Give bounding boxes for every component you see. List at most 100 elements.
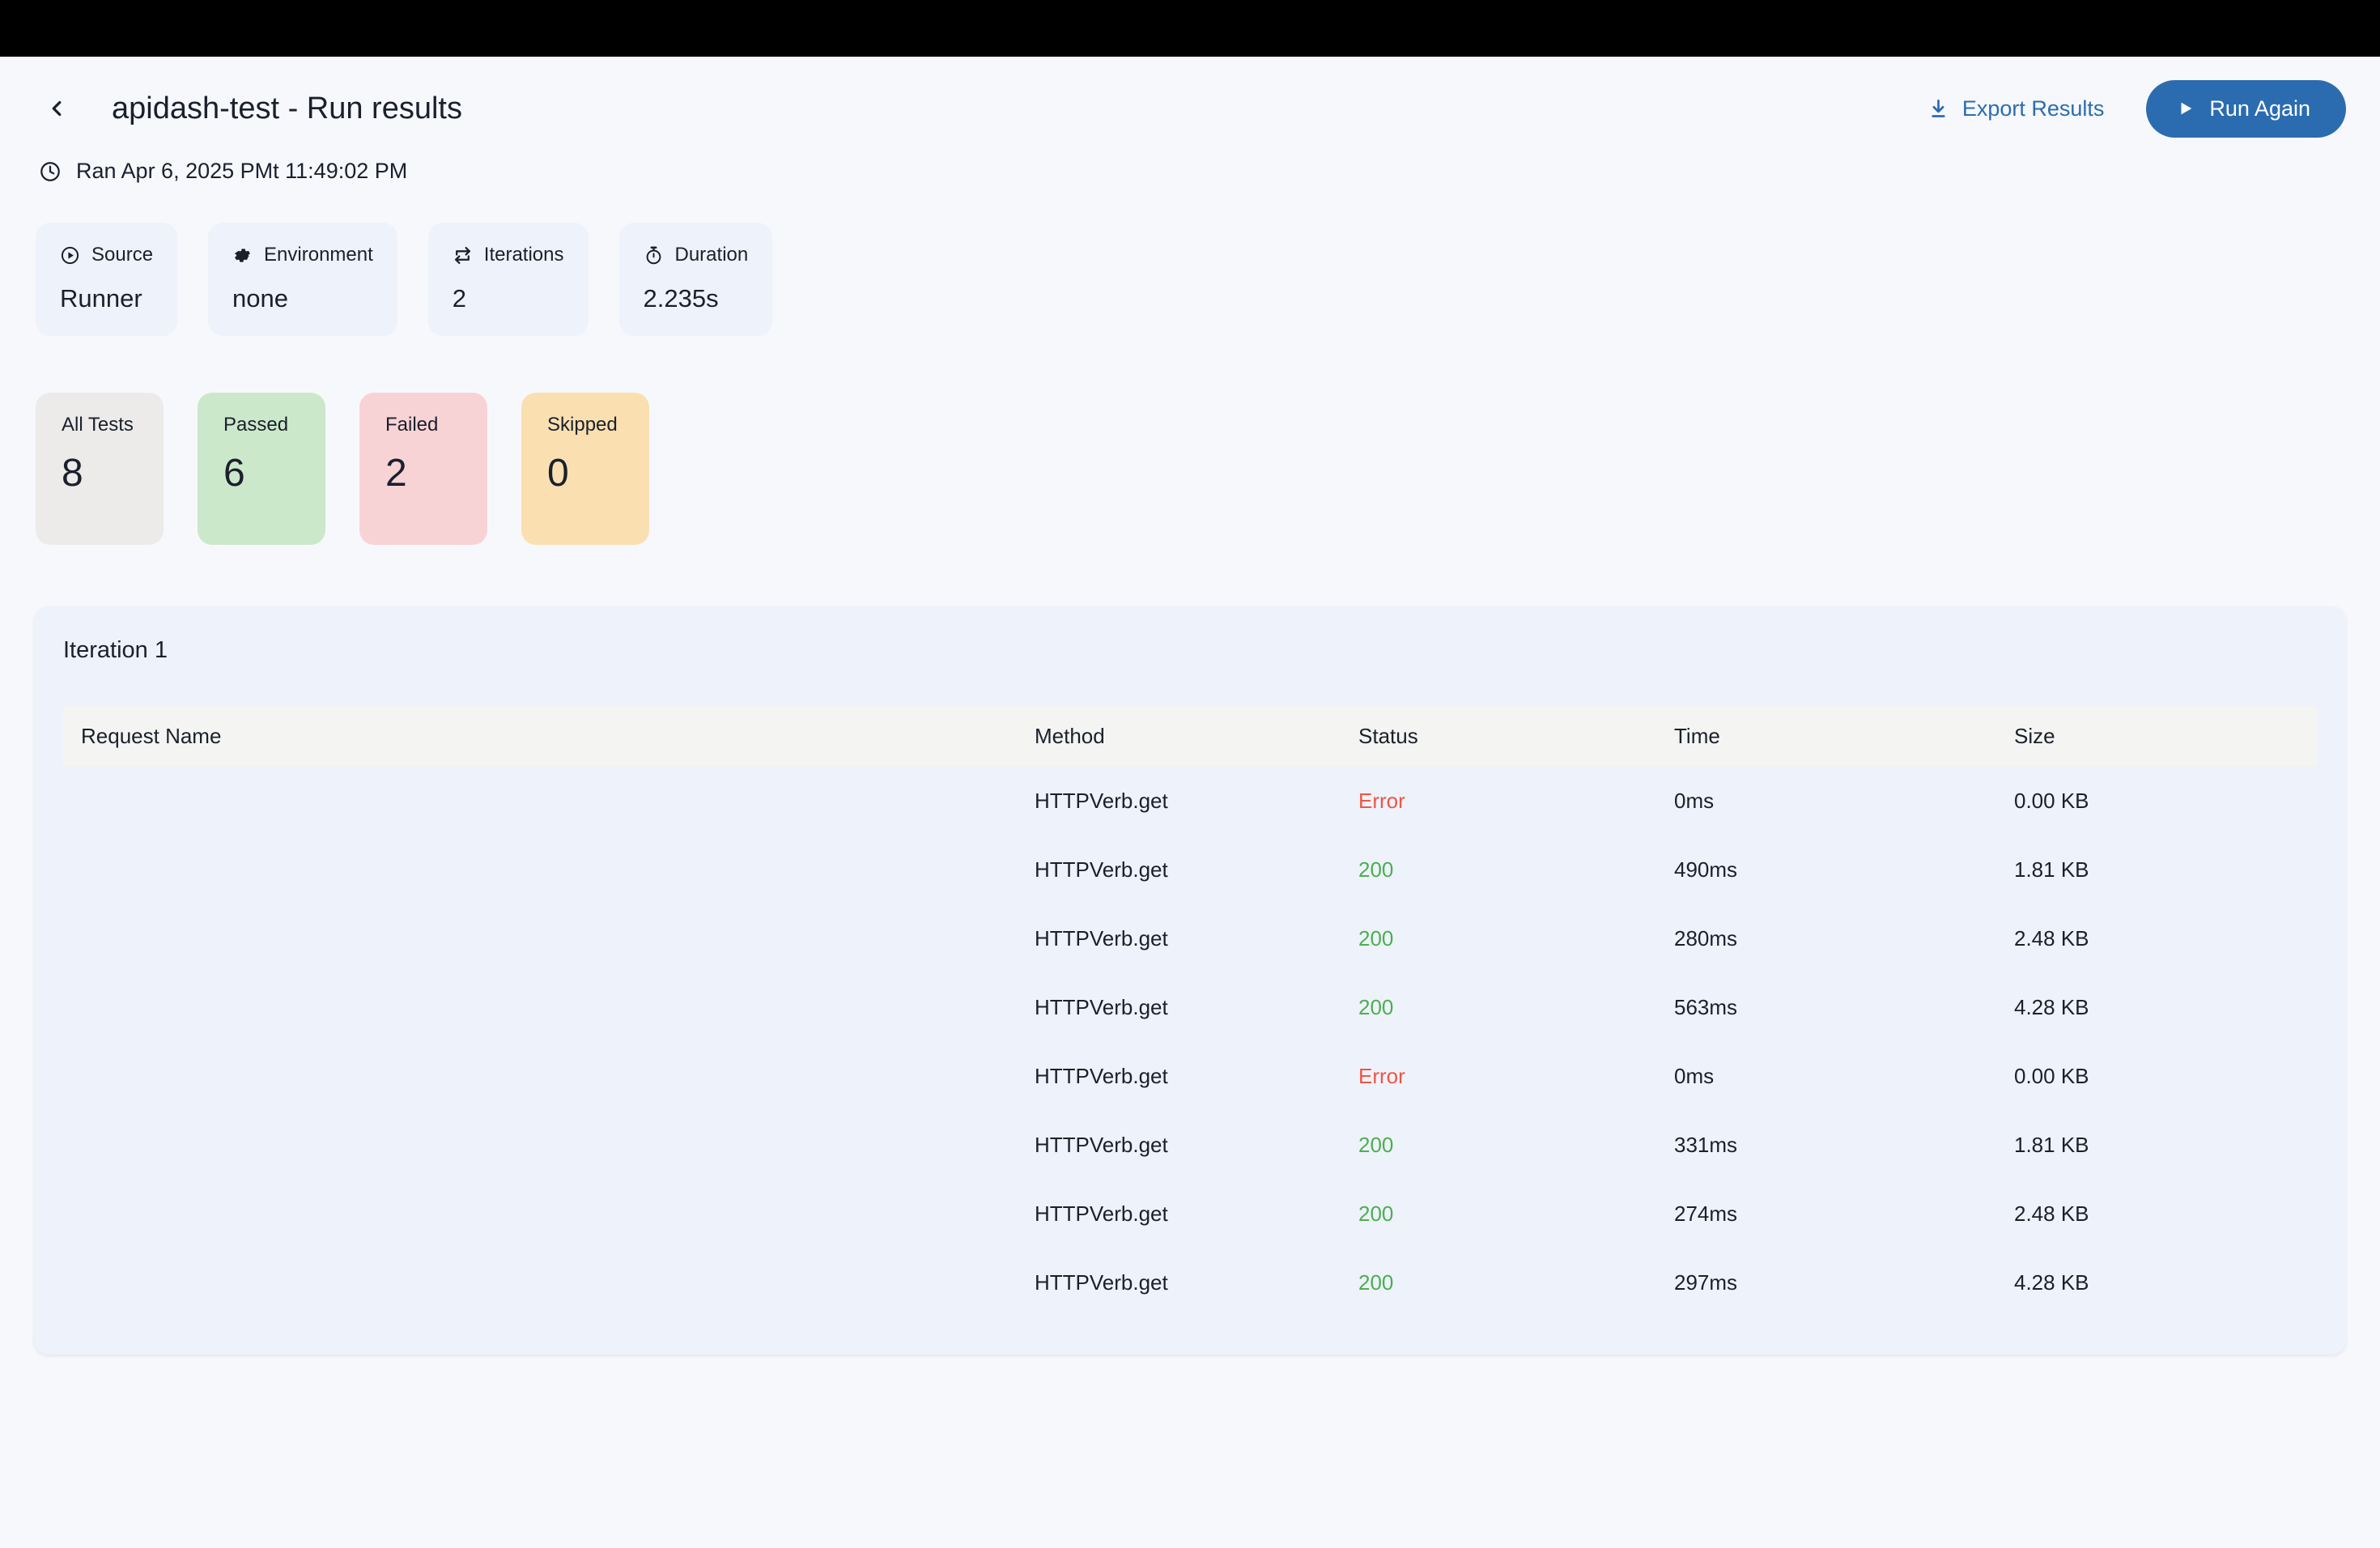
cell-method: HTTPVerb.get xyxy=(1035,995,1168,1019)
results-table-body: HTTPVerb.get Error 0ms 0.00 KB HTTPVerb.get 2… xyxy=(63,767,2317,1317)
info-card-source-head: Source xyxy=(60,244,153,266)
column-header-status: Status xyxy=(1358,706,1674,767)
cell-status: 200 xyxy=(1358,1270,1394,1295)
stat-tile-all-tests[interactable]: All Tests 8 xyxy=(36,393,164,545)
cell-size: 0.00 KB xyxy=(2014,789,2089,813)
info-card-environment-label: Environment xyxy=(264,244,373,266)
stat-tile-all-tests-label: All Tests xyxy=(62,414,134,436)
results-table: Request Name Method Status Time Size HTT… xyxy=(63,706,2317,1317)
table-row[interactable]: HTTPVerb.get 200 280ms 2.48 KB xyxy=(63,904,2317,973)
info-card-duration-label: Duration xyxy=(674,244,749,266)
table-row[interactable]: HTTPVerb.get Error 0ms 0.00 KB xyxy=(63,1042,2317,1111)
info-card-iterations: Iterations 2 xyxy=(427,223,589,336)
table-row[interactable]: HTTPVerb.get 200 490ms 1.81 KB xyxy=(63,836,2317,904)
table-row[interactable]: HTTPVerb.get 200 274ms 2.48 KB xyxy=(63,1180,2317,1248)
cell-size: 0.00 KB xyxy=(2014,1064,2089,1088)
export-results-button[interactable]: Export Results xyxy=(1927,96,2104,121)
cell-time: 0ms xyxy=(1674,1064,1715,1088)
info-card-source-value: Runner xyxy=(60,284,142,313)
back-button[interactable] xyxy=(34,86,79,131)
cell-status: Error xyxy=(1358,789,1405,813)
page-title: apidash-test - Run results xyxy=(112,91,462,125)
stat-tile-skipped-value: 0 xyxy=(547,452,569,495)
cell-size: 4.28 KB xyxy=(2014,1270,2089,1295)
stat-tile-passed-value: 6 xyxy=(223,452,245,495)
cell-status: Error xyxy=(1358,1064,1405,1088)
cell-method: HTTPVerb.get xyxy=(1035,1133,1168,1157)
gear-icon xyxy=(232,245,253,266)
stat-tile-failed-value: 2 xyxy=(385,452,407,495)
cell-method: HTTPVerb.get xyxy=(1035,1201,1168,1226)
cell-time: 297ms xyxy=(1674,1270,1738,1295)
cell-size: 4.28 KB xyxy=(2014,995,2089,1019)
stopwatch-icon xyxy=(644,245,664,266)
cell-time: 331ms xyxy=(1674,1133,1738,1157)
cell-request-name xyxy=(63,1248,1035,1317)
cell-size: 1.81 KB xyxy=(2014,857,2089,882)
cell-size: 2.48 KB xyxy=(2014,1201,2089,1226)
run-timestamp-text: Ran Apr 6, 2025 PMt 11:49:02 PM xyxy=(76,159,408,183)
download-icon xyxy=(1927,98,1949,120)
cell-status: 200 xyxy=(1358,926,1394,950)
info-card-source: Source Runner xyxy=(36,223,178,336)
cell-time: 274ms xyxy=(1674,1201,1738,1226)
title-bar xyxy=(0,0,2380,57)
stat-tile-passed[interactable]: Passed 6 xyxy=(198,393,325,545)
stat-tile-failed-label: Failed xyxy=(385,414,439,436)
run-timestamp: Ran Apr 6, 2025 PMt 11:49:02 PM xyxy=(39,159,2346,184)
run-results-page: apidash-test - Run results Export Result… xyxy=(0,57,2380,1354)
cell-status: 200 xyxy=(1358,1201,1394,1226)
column-header-method: Method xyxy=(1035,706,1358,767)
stat-tile-failed[interactable]: Failed 2 xyxy=(359,393,487,545)
cell-size: 2.48 KB xyxy=(2014,926,2089,950)
cell-size: 1.81 KB xyxy=(2014,1133,2089,1157)
cell-method: HTTPVerb.get xyxy=(1035,857,1168,882)
table-row[interactable]: HTTPVerb.get Error 0ms 0.00 KB xyxy=(63,767,2317,836)
play-circle-icon xyxy=(60,245,80,266)
info-card-iterations-label: Iterations xyxy=(483,244,564,266)
cell-time: 563ms xyxy=(1674,995,1738,1019)
table-row[interactable]: HTTPVerb.get 200 563ms 4.28 KB xyxy=(63,973,2317,1042)
info-card-environment-head: Environment xyxy=(232,244,373,266)
cell-request-name xyxy=(63,1111,1035,1180)
column-header-time: Time xyxy=(1674,706,2014,767)
info-card-environment: Environment none xyxy=(208,223,397,336)
cell-time: 0ms xyxy=(1674,789,1715,813)
cell-status: 200 xyxy=(1358,857,1394,882)
info-card-source-label: Source xyxy=(91,244,154,266)
info-card-duration-head: Duration xyxy=(644,244,749,266)
results-table-header-row: Request Name Method Status Time Size xyxy=(63,706,2317,767)
play-icon xyxy=(2177,100,2195,117)
results-table-head: Request Name Method Status Time Size xyxy=(63,706,2317,767)
column-header-size: Size xyxy=(2014,706,2317,767)
info-card-duration: Duration 2.235s xyxy=(618,223,773,336)
clock-icon xyxy=(39,160,62,183)
cell-request-name xyxy=(63,973,1035,1042)
stat-tile-all-tests-value: 8 xyxy=(62,452,83,495)
run-again-button[interactable]: Run Again xyxy=(2146,79,2346,138)
page-header: apidash-test - Run results Export Result… xyxy=(34,57,2346,146)
cell-request-name xyxy=(63,1180,1035,1248)
info-card-duration-value: 2.235s xyxy=(643,284,719,313)
stat-tile-skipped[interactable]: Skipped 0 xyxy=(521,393,649,545)
table-row[interactable]: HTTPVerb.get 200 297ms 4.28 KB xyxy=(63,1248,2317,1317)
cell-method: HTTPVerb.get xyxy=(1035,926,1168,950)
cell-method: HTTPVerb.get xyxy=(1035,789,1168,813)
cell-status: 200 xyxy=(1358,995,1394,1019)
test-summary-tiles: All Tests 8 Passed 6 Failed 2 Skipped 0 xyxy=(36,393,2346,545)
cell-status: 200 xyxy=(1358,1133,1394,1157)
iteration-panel: Iteration 1 Request Name Method Status T… xyxy=(34,606,2346,1354)
cell-request-name xyxy=(63,836,1035,904)
cell-time: 490ms xyxy=(1674,857,1738,882)
cell-time: 280ms xyxy=(1674,926,1738,950)
info-card-environment-value: none xyxy=(232,284,289,313)
run-again-label: Run Again xyxy=(2209,96,2310,121)
info-card-iterations-head: Iterations xyxy=(453,244,564,266)
cell-request-name xyxy=(63,904,1035,973)
iteration-title: Iteration 1 xyxy=(63,637,168,663)
table-row[interactable]: HTTPVerb.get 200 331ms 1.81 KB xyxy=(63,1111,2317,1180)
cell-request-name xyxy=(63,767,1035,836)
cell-method: HTTPVerb.get xyxy=(1035,1270,1168,1295)
stat-tile-passed-label: Passed xyxy=(223,414,289,436)
repeat-icon xyxy=(453,245,473,266)
